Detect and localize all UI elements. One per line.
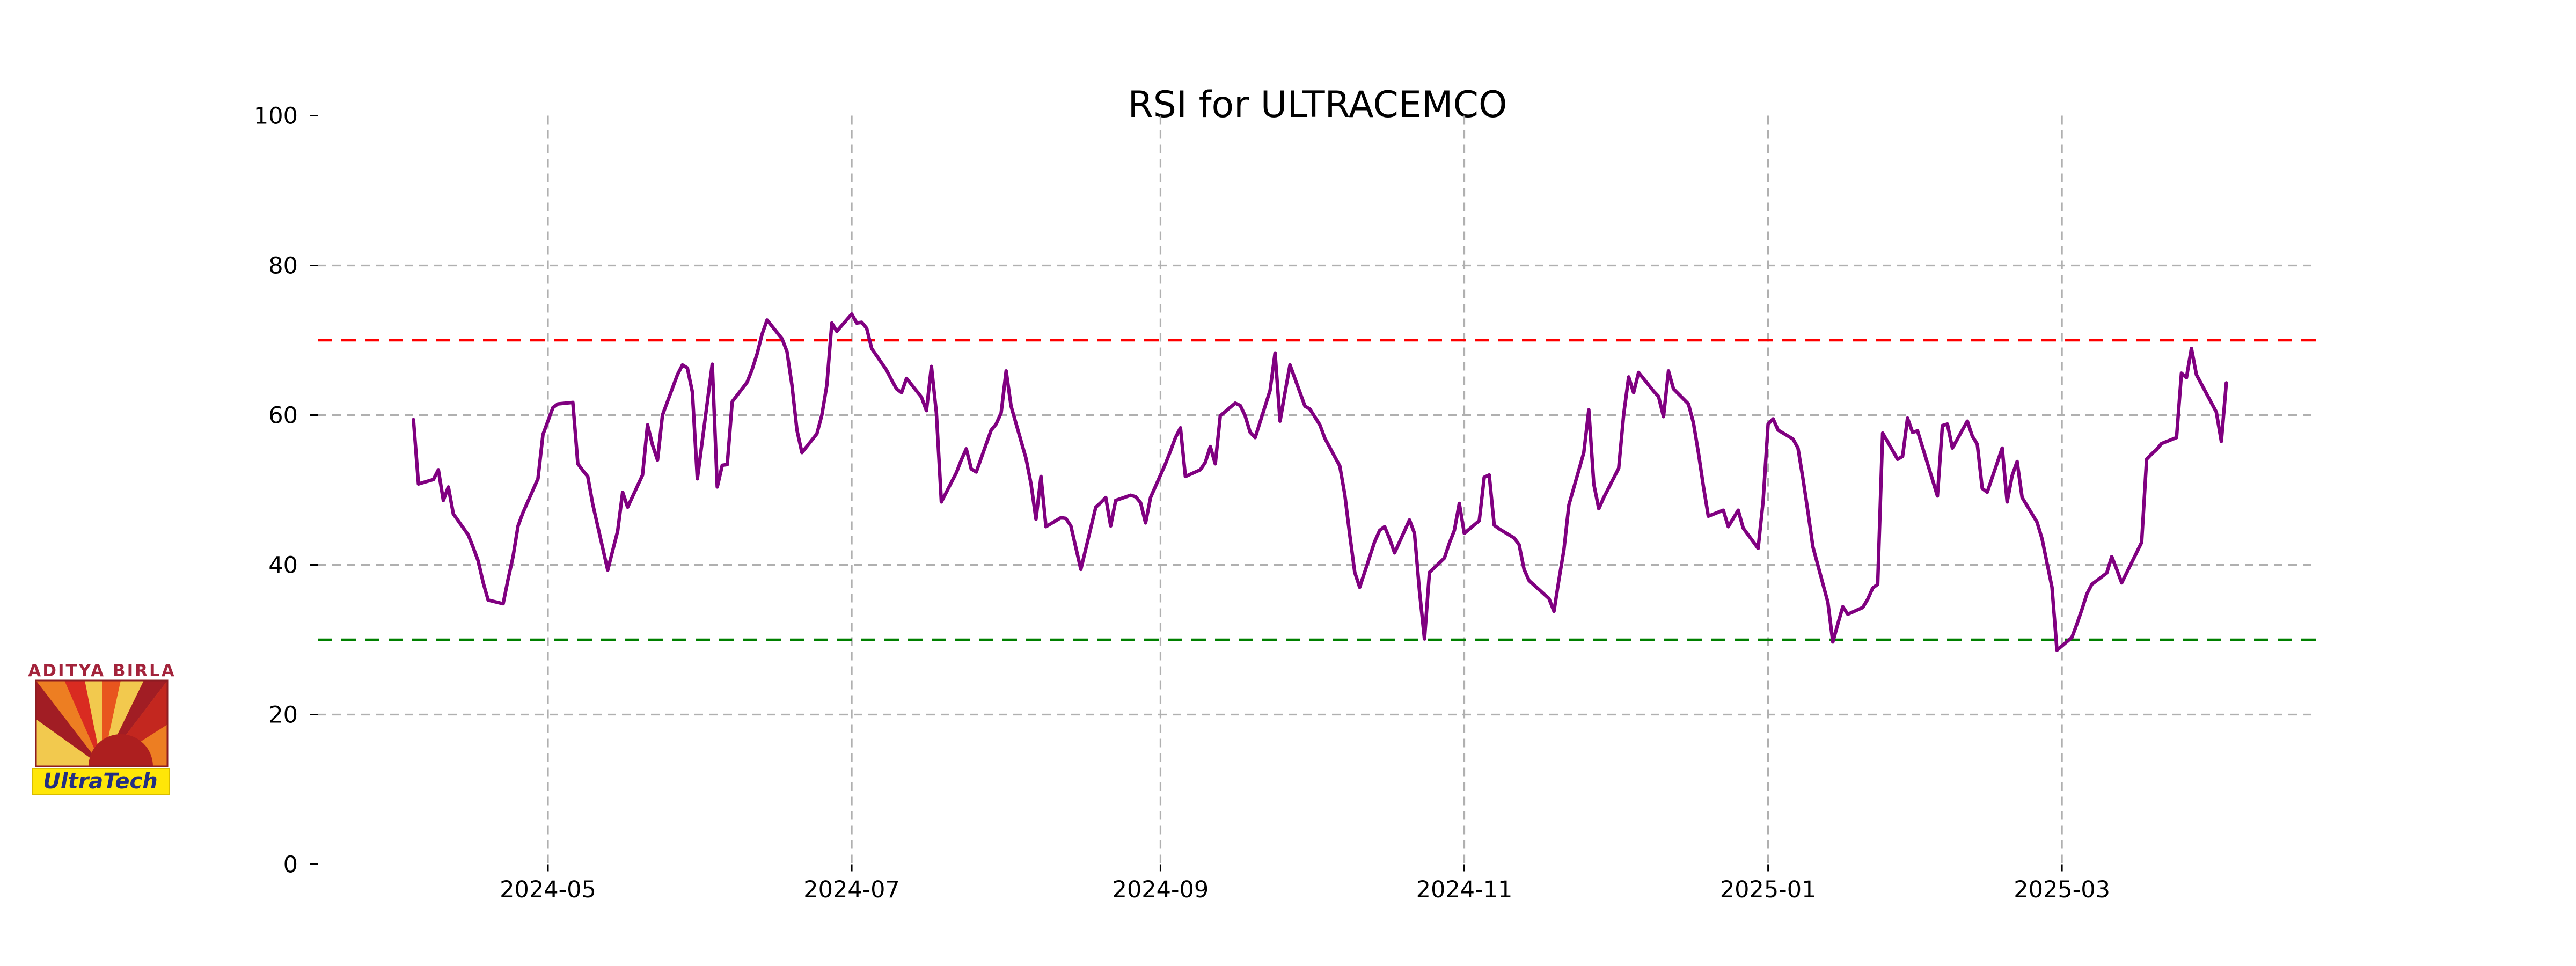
axis-labels: 2024-05 2024-07 2024-09 2024-11 2025-01 2025-…: [254, 103, 2110, 904]
y-tick-label: 60: [268, 402, 298, 429]
x-tick-label: 2025-03: [2014, 876, 2110, 903]
chart-title: RSI for ULTRACEMCO: [1128, 84, 1507, 126]
gridlines: [318, 115, 2317, 865]
logo-brand-top-text: ADITYA BIRLA: [28, 661, 175, 680]
x-tick-label: 2024-07: [803, 876, 900, 903]
rsi-line: [412, 312, 2228, 652]
x-tick-label: 2024-09: [1113, 876, 1209, 903]
rsi-line-series: [412, 312, 2228, 652]
y-tick-label: 40: [268, 552, 298, 579]
ultratech-logo: ADITYA BIRLA UltraTech: [28, 661, 175, 795]
axis-ticks: [310, 115, 2063, 872]
y-tick-label: 20: [268, 702, 298, 729]
y-tick-label: 100: [254, 103, 298, 130]
y-tick-label: 0: [283, 852, 298, 879]
x-tick-label: 2024-11: [1416, 876, 1513, 903]
logo-sunburst-icon: [35, 679, 169, 767]
x-tick-label: 2024-05: [500, 876, 596, 903]
reference-lines: [318, 339, 2317, 641]
x-tick-label: 2025-01: [1720, 876, 1817, 903]
y-tick-label: 80: [268, 253, 298, 280]
logo-banner: UltraTech: [32, 768, 170, 795]
logo-brand-bottom-text: UltraTech: [43, 769, 157, 794]
